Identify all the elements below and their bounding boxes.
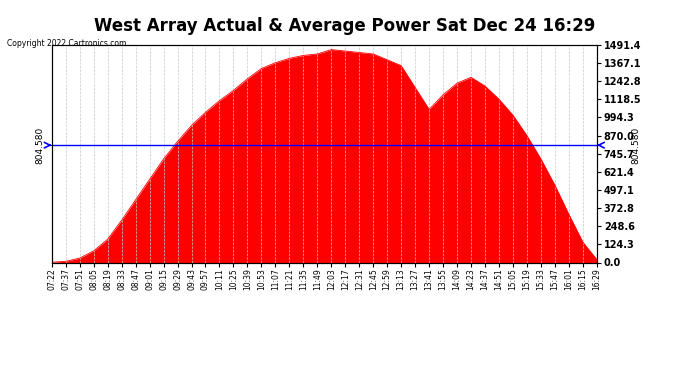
Text: Copyright 2022 Cartronics.com: Copyright 2022 Cartronics.com bbox=[7, 39, 126, 48]
Text: West Array Actual & Average Power Sat Dec 24 16:29: West Array Actual & Average Power Sat De… bbox=[95, 17, 595, 35]
Text: 804.580: 804.580 bbox=[631, 126, 640, 164]
